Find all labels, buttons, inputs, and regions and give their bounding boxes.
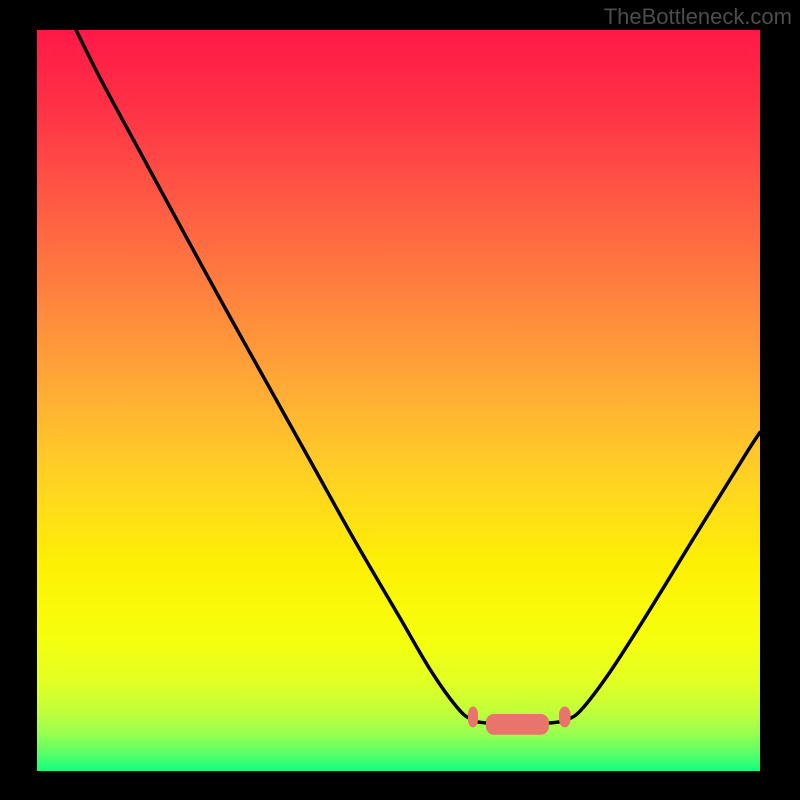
trough-marker <box>559 707 571 728</box>
bottleneck-curve-path <box>76 30 760 724</box>
plot-area <box>37 30 760 771</box>
trough-marker <box>468 707 478 728</box>
trough-marker <box>486 714 549 735</box>
bottleneck-curve-svg <box>37 30 760 771</box>
watermark-text: TheBottleneck.com <box>604 4 792 30</box>
